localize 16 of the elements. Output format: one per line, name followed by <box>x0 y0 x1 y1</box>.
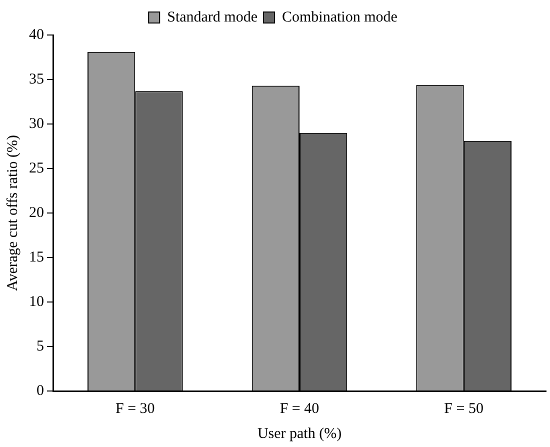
y-tick-label: 20 <box>29 204 44 221</box>
y-tick-label: 5 <box>36 338 44 354</box>
y-tick-label: 10 <box>29 294 44 310</box>
x-tick-label: F = 30 <box>116 400 155 417</box>
legend-label: Standard mode <box>167 9 258 26</box>
y-tick-label: 25 <box>29 160 44 176</box>
y-tick-label: 40 <box>29 26 44 43</box>
y-axis-title: Average cut offs ratio (%) <box>4 134 21 292</box>
x-tick-label: F = 50 <box>444 400 484 417</box>
legend-label: Combination mode <box>282 9 398 26</box>
y-tick-label: 0 <box>36 382 44 399</box>
y-tick-label: 35 <box>29 71 44 88</box>
y-tick-label: 30 <box>29 116 44 132</box>
y-tick-label: 15 <box>29 249 44 266</box>
x-tick-label: F = 40 <box>280 400 320 417</box>
x-axis-title: User path (%) <box>257 426 342 442</box>
